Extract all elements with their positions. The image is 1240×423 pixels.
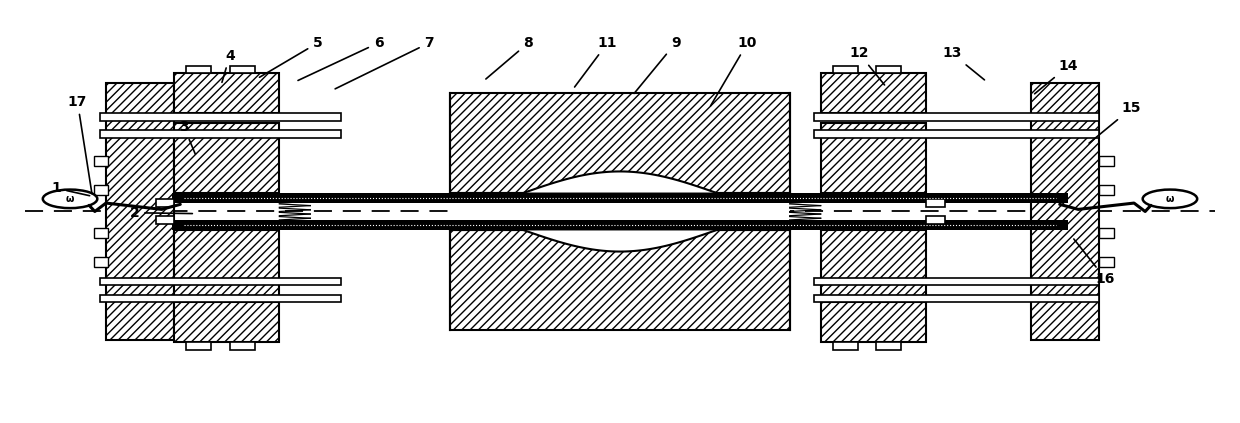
Text: 7: 7 (335, 36, 434, 89)
Bar (450, 192, 790, 231)
Text: 16: 16 (1074, 239, 1115, 286)
Bar (99, 277, 341, 285)
Bar (450, 220, 790, 231)
Bar (833, 66, 858, 73)
Bar (815, 113, 1100, 121)
Bar (926, 216, 945, 224)
Bar (99, 294, 341, 302)
Bar (99, 113, 341, 121)
Text: 15: 15 (1089, 101, 1141, 143)
Bar (1032, 83, 1100, 340)
Bar (877, 66, 901, 73)
Bar (1032, 83, 1100, 340)
Bar (99, 130, 341, 138)
Text: 12: 12 (849, 47, 884, 85)
Bar (815, 277, 1100, 285)
Bar (926, 199, 945, 207)
Bar (174, 73, 279, 113)
Polygon shape (525, 231, 715, 252)
Bar (171, 220, 1069, 231)
Bar (821, 302, 926, 342)
Bar (171, 192, 1069, 203)
Bar (93, 257, 108, 267)
Bar (186, 66, 211, 73)
Text: 5: 5 (259, 36, 322, 77)
Bar (450, 192, 790, 203)
Text: 10: 10 (711, 36, 758, 106)
Bar (93, 228, 108, 238)
Bar (450, 231, 790, 330)
Bar (450, 93, 790, 192)
Text: 2: 2 (130, 206, 192, 220)
Bar (1100, 228, 1115, 238)
Bar (155, 216, 174, 224)
Bar (815, 130, 1100, 138)
Bar (821, 73, 926, 113)
Bar (821, 123, 926, 192)
Text: ω: ω (66, 194, 74, 204)
Text: 8: 8 (486, 36, 533, 79)
Bar (821, 73, 926, 113)
Bar (174, 231, 279, 300)
Bar (821, 302, 926, 342)
Text: ω: ω (1166, 194, 1174, 204)
Bar (1100, 156, 1115, 166)
Bar (229, 342, 254, 350)
Text: 11: 11 (574, 36, 618, 87)
Bar (174, 123, 279, 192)
Bar (174, 302, 279, 342)
Text: 17: 17 (68, 95, 92, 194)
Bar (186, 342, 211, 350)
Text: 13: 13 (942, 47, 985, 80)
Bar (877, 342, 901, 350)
Bar (450, 93, 790, 192)
Bar (174, 302, 279, 342)
Bar (174, 73, 279, 113)
Bar (93, 185, 108, 195)
Bar (1100, 257, 1115, 267)
Text: 14: 14 (1034, 59, 1078, 94)
Text: 4: 4 (222, 49, 234, 82)
Bar (821, 123, 926, 192)
Bar (821, 231, 926, 300)
Text: 3: 3 (180, 120, 196, 154)
Bar (1100, 185, 1115, 195)
Bar (815, 294, 1100, 302)
Bar (105, 83, 174, 340)
Bar (821, 231, 926, 300)
Bar (174, 123, 279, 192)
Text: 1: 1 (52, 181, 89, 196)
Bar (833, 342, 858, 350)
Text: 9: 9 (634, 36, 681, 93)
Polygon shape (525, 171, 715, 192)
Bar (105, 83, 174, 340)
Text: 6: 6 (298, 36, 383, 80)
Bar (229, 66, 254, 73)
Bar (93, 156, 108, 166)
Bar (155, 199, 174, 207)
Bar (450, 231, 790, 330)
Bar (174, 231, 279, 300)
